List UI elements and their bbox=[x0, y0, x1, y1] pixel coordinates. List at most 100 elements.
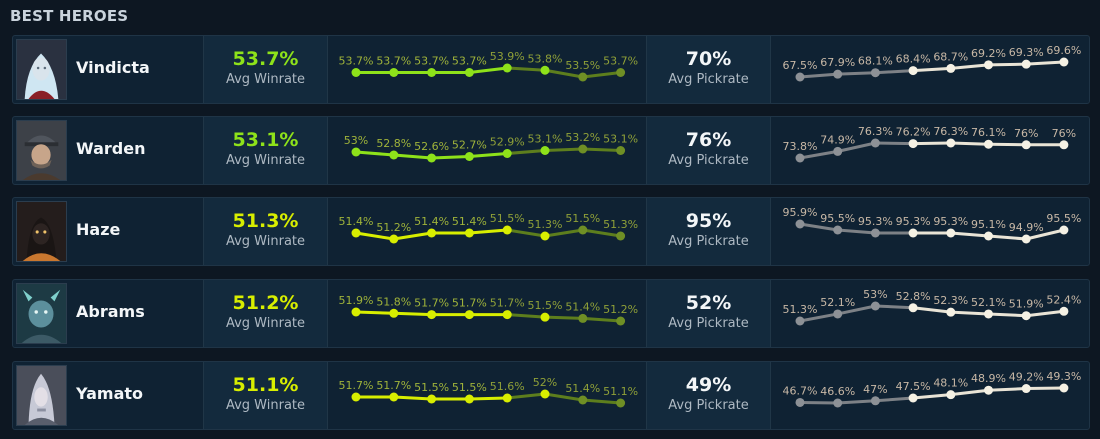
data-point[interactable] bbox=[946, 138, 956, 148]
series-line-segment bbox=[581, 228, 623, 238]
data-point[interactable] bbox=[578, 313, 588, 323]
data-point[interactable] bbox=[1059, 383, 1069, 393]
data-point[interactable] bbox=[908, 66, 918, 76]
data-point[interactable] bbox=[984, 231, 993, 241]
data-point[interactable] bbox=[908, 303, 918, 313]
data-point[interactable] bbox=[870, 68, 880, 78]
yamato-portrait-icon bbox=[16, 365, 67, 426]
data-label: 51.4% bbox=[452, 215, 487, 228]
data-point[interactable] bbox=[389, 68, 399, 77]
data-point[interactable] bbox=[795, 153, 805, 163]
data-point[interactable] bbox=[389, 150, 399, 160]
data-point[interactable] bbox=[833, 398, 843, 408]
data-point[interactable] bbox=[616, 398, 626, 408]
data-label: 52.8% bbox=[896, 290, 931, 303]
data-point[interactable] bbox=[795, 397, 805, 407]
avg-winrate-box: 53.7% Avg Winrate bbox=[203, 36, 328, 103]
hero-name[interactable]: Haze bbox=[76, 220, 121, 239]
data-point[interactable] bbox=[351, 307, 361, 317]
data-point[interactable] bbox=[908, 139, 918, 149]
data-point[interactable] bbox=[427, 394, 437, 404]
hero-row[interactable]: Vindicta 53.7% Avg Winrate 53.7% 53.7% 53.7% 5… bbox=[12, 35, 1090, 104]
data-label: 67.5% bbox=[783, 59, 818, 72]
data-point[interactable] bbox=[616, 231, 626, 241]
data-point[interactable] bbox=[984, 309, 993, 319]
hero-name[interactable]: Warden bbox=[76, 139, 146, 158]
data-label: 53% bbox=[344, 134, 368, 147]
data-point[interactable] bbox=[578, 144, 588, 154]
data-point[interactable] bbox=[1021, 140, 1031, 150]
data-point[interactable] bbox=[540, 146, 550, 155]
data-point[interactable] bbox=[540, 65, 550, 75]
data-point[interactable] bbox=[1059, 57, 1069, 67]
data-point[interactable] bbox=[540, 231, 550, 241]
data-point[interactable] bbox=[984, 60, 993, 70]
data-point[interactable] bbox=[464, 152, 474, 161]
data-point[interactable] bbox=[351, 392, 361, 402]
data-point[interactable] bbox=[908, 393, 918, 403]
data-point[interactable] bbox=[908, 228, 918, 238]
data-point[interactable] bbox=[1021, 384, 1031, 394]
data-point[interactable] bbox=[540, 389, 550, 399]
data-point[interactable] bbox=[427, 68, 437, 77]
data-point[interactable] bbox=[984, 139, 993, 149]
hero-row[interactable]: Yamato 51.1% Avg Winrate 51.7% 51.7% 51.5% 51.… bbox=[12, 361, 1090, 430]
data-point[interactable] bbox=[795, 219, 805, 229]
data-point[interactable] bbox=[502, 63, 512, 73]
series-line-segment bbox=[1024, 228, 1066, 241]
data-point[interactable] bbox=[427, 310, 437, 320]
data-point[interactable] bbox=[833, 225, 843, 235]
data-point[interactable] bbox=[833, 69, 843, 79]
data-point[interactable] bbox=[578, 395, 588, 405]
data-point[interactable] bbox=[502, 225, 512, 235]
data-point[interactable] bbox=[946, 228, 956, 238]
data-point[interactable] bbox=[870, 228, 880, 238]
data-point[interactable] bbox=[946, 63, 956, 73]
data-point[interactable] bbox=[1059, 306, 1069, 316]
hero-name[interactable]: Yamato bbox=[76, 384, 144, 403]
data-point[interactable] bbox=[946, 307, 956, 317]
data-point[interactable] bbox=[984, 385, 993, 395]
data-point[interactable] bbox=[502, 310, 512, 320]
hero-row[interactable]: Abrams 51.2% Avg Winrate 51.9% 51.8% 51.7% 51.… bbox=[12, 279, 1090, 348]
data-point[interactable] bbox=[389, 308, 399, 318]
data-point[interactable] bbox=[389, 392, 399, 402]
series-line-segment bbox=[505, 228, 547, 238]
data-point[interactable] bbox=[946, 390, 956, 400]
data-point[interactable] bbox=[502, 149, 512, 158]
data-point[interactable] bbox=[616, 316, 626, 326]
data-point[interactable] bbox=[427, 153, 437, 163]
data-point[interactable] bbox=[540, 312, 550, 322]
data-point[interactable] bbox=[616, 146, 626, 155]
data-point[interactable] bbox=[1021, 234, 1031, 244]
hero-row[interactable]: Haze 51.3% Avg Winrate 51.4% 51.2% 51.4% 51.4%… bbox=[12, 197, 1090, 266]
data-point[interactable] bbox=[833, 146, 843, 156]
data-point[interactable] bbox=[464, 394, 474, 404]
data-point[interactable] bbox=[351, 228, 361, 238]
data-point[interactable] bbox=[502, 393, 512, 403]
data-point[interactable] bbox=[1059, 140, 1069, 150]
hero-name[interactable]: Abrams bbox=[76, 302, 145, 321]
data-point[interactable] bbox=[616, 68, 626, 77]
data-point[interactable] bbox=[578, 72, 588, 82]
data-point[interactable] bbox=[464, 228, 474, 238]
data-point[interactable] bbox=[464, 68, 474, 77]
hero-row[interactable]: Warden 53.1% Avg Winrate 53% 52.8% 52.6% 52.7%… bbox=[12, 116, 1090, 185]
data-point[interactable] bbox=[1021, 311, 1031, 321]
data-point[interactable] bbox=[427, 228, 437, 238]
data-point[interactable] bbox=[833, 309, 843, 319]
data-point[interactable] bbox=[389, 234, 399, 244]
data-point[interactable] bbox=[870, 138, 880, 148]
data-point[interactable] bbox=[1059, 225, 1069, 235]
data-point[interactable] bbox=[1021, 59, 1031, 69]
data-point[interactable] bbox=[464, 310, 474, 320]
data-point[interactable] bbox=[870, 301, 880, 311]
data-label: 47% bbox=[863, 383, 887, 396]
data-point[interactable] bbox=[870, 396, 880, 406]
data-point[interactable] bbox=[351, 147, 361, 157]
hero-name[interactable]: Vindicta bbox=[76, 58, 150, 77]
data-point[interactable] bbox=[578, 225, 588, 235]
data-point[interactable] bbox=[795, 72, 805, 82]
data-point[interactable] bbox=[351, 68, 361, 77]
data-point[interactable] bbox=[795, 316, 805, 326]
